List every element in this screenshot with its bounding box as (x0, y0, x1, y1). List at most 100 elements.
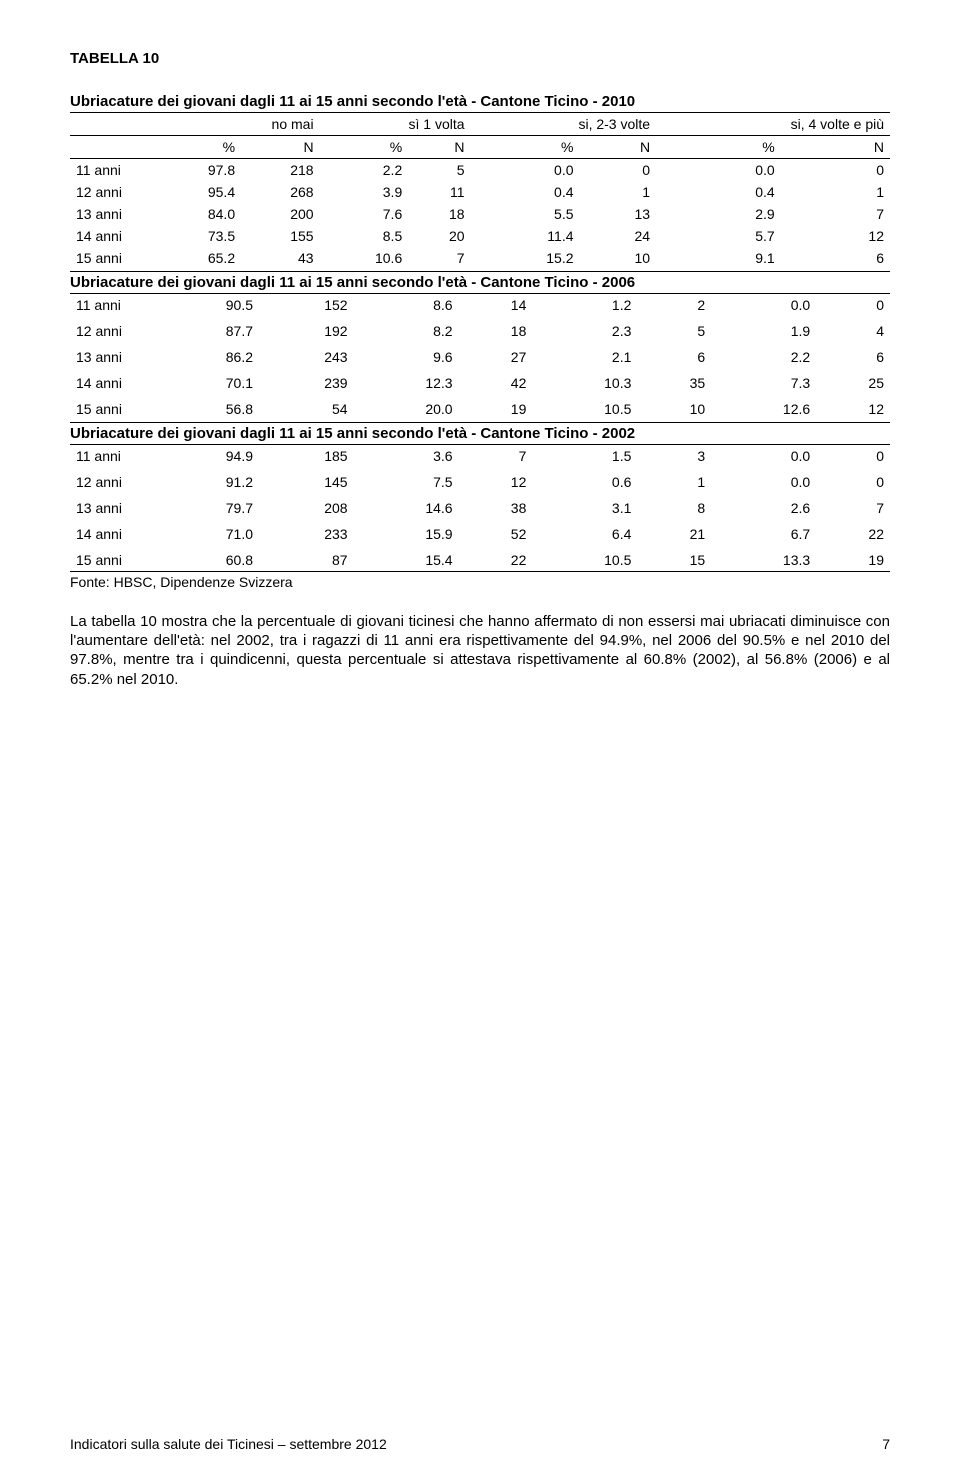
table-cell: 15.4 (354, 549, 459, 571)
table-cell: 0 (816, 471, 890, 493)
page-title: TABELLA 10 (70, 50, 890, 67)
table-cell: 7.5 (354, 471, 459, 493)
table-cell: 24 (580, 225, 657, 247)
table-cell: 2.6 (711, 497, 816, 519)
table-row: 13 anni84.02007.6185.5132.97 (70, 203, 890, 225)
table-cell: 73.5 (154, 225, 241, 247)
table-row: 12 anni95.42683.9110.410.41 (70, 181, 890, 203)
table-cell: 14 (459, 294, 533, 316)
table-cell: 2.9 (656, 203, 781, 225)
row-label: 15 anni (70, 549, 154, 571)
table-cell: 12.6 (711, 398, 816, 420)
table-cell: 0.6 (532, 471, 637, 493)
table-cell: 239 (259, 372, 354, 394)
table-cell: 19 (816, 549, 890, 571)
table-cell: 0.0 (656, 159, 781, 182)
table-cell: 1.9 (711, 320, 816, 342)
table-cell: 10 (580, 247, 657, 269)
col-header-si-1: sì 1 volta (320, 113, 471, 136)
table-cell: 38 (459, 497, 533, 519)
body-paragraph: La tabella 10 mostra che la percentuale … (70, 612, 890, 689)
table-cell: 5 (408, 159, 470, 182)
table-cell: 13 (580, 203, 657, 225)
row-label: 15 anni (70, 247, 154, 269)
table-cell: 12.3 (354, 372, 459, 394)
table-cell: 8.5 (320, 225, 409, 247)
table-cell: 94.9 (154, 445, 259, 467)
table-cell: 5.5 (471, 203, 580, 225)
table-cell: 7 (408, 247, 470, 269)
row-label: 13 anni (70, 203, 154, 225)
table-cell: 10.6 (320, 247, 409, 269)
row-label: 13 anni (70, 346, 154, 368)
table-row: 14 anni70.123912.34210.3357.325 (70, 372, 890, 394)
table-cell: 35 (637, 372, 711, 394)
row-label: 14 anni (70, 523, 154, 545)
table-cell: 6 (781, 247, 890, 269)
table-cell: 6.7 (711, 523, 816, 545)
table-row: 15 anni60.88715.42210.51513.319 (70, 549, 890, 571)
table-cell: 2 (637, 294, 711, 316)
footer-left: Indicatori sulla salute dei Ticinesi – s… (70, 1436, 387, 1452)
table-cell: 1 (781, 181, 890, 203)
table-cell: 3.1 (532, 497, 637, 519)
table-cell: 15 (637, 549, 711, 571)
table-cell: 185 (259, 445, 354, 467)
table-cell: 27 (459, 346, 533, 368)
table-row: 15 anni56.85420.01910.51012.612 (70, 398, 890, 420)
table-row: 15 anni65.24310.6715.2109.16 (70, 247, 890, 269)
data-table: 11 anni94.91853.671.530.0012 anni91.2145… (70, 445, 890, 571)
table-cell: 7 (816, 497, 890, 519)
table-row: 13 anni79.720814.6383.182.67 (70, 497, 890, 519)
table-cell: 6.4 (532, 523, 637, 545)
table-cell: 155 (241, 225, 319, 247)
table-cell: 10 (637, 398, 711, 420)
table-cell: 2.1 (532, 346, 637, 368)
source-line: Fonte: HBSC, Dipendenze Svizzera (70, 571, 890, 590)
table-cell: 7 (459, 445, 533, 467)
table-cell: 12 (816, 398, 890, 420)
table-cell: 0.4 (656, 181, 781, 203)
section-title-2002: Ubriacature dei giovani dagli 11 ai 15 a… (70, 422, 890, 445)
table-row: 11 anni90.51528.6141.220.00 (70, 294, 890, 316)
table-cell: 11 (408, 181, 470, 203)
table-cell: 10.5 (532, 398, 637, 420)
table-cell: 20.0 (354, 398, 459, 420)
table-cell: 3.9 (320, 181, 409, 203)
footer-page-number: 7 (882, 1436, 890, 1452)
table-cell: 15.2 (471, 247, 580, 269)
table-cell: 86.2 (154, 346, 259, 368)
table-cell: 0.0 (711, 445, 816, 467)
row-label: 11 anni (70, 294, 154, 316)
table-cell: 6 (816, 346, 890, 368)
table-cell: 0 (816, 294, 890, 316)
table-cell: 22 (459, 549, 533, 571)
table-cell: 243 (259, 346, 354, 368)
section-title-2010: Ubriacature dei giovani dagli 11 ai 15 a… (70, 93, 890, 113)
table-cell: 3.6 (354, 445, 459, 467)
table-cell: 21 (637, 523, 711, 545)
subcol: % (320, 136, 409, 159)
table-cell: 7.3 (711, 372, 816, 394)
table-cell: 8 (637, 497, 711, 519)
table-cell: 0 (580, 159, 657, 182)
table-cell: 200 (241, 203, 319, 225)
table-cell: 9.1 (656, 247, 781, 269)
table-header-row: no mai sì 1 volta si, 2-3 volte si, 4 vo… (70, 113, 890, 136)
row-label: 14 anni (70, 225, 154, 247)
table-cell: 52 (459, 523, 533, 545)
data-table: 11 anni90.51528.6141.220.0012 anni87.719… (70, 294, 890, 420)
table-cell: 0.0 (711, 294, 816, 316)
table-cell: 87.7 (154, 320, 259, 342)
table-cell: 97.8 (154, 159, 241, 182)
table-cell: 0.0 (471, 159, 580, 182)
table-cell: 1.5 (532, 445, 637, 467)
row-label: 12 anni (70, 181, 154, 203)
row-label: 13 anni (70, 497, 154, 519)
table-cell: 0 (781, 159, 890, 182)
table-cell: 14.6 (354, 497, 459, 519)
table-cell: 3 (637, 445, 711, 467)
col-header-si-23: si, 2-3 volte (471, 113, 657, 136)
table-cell: 10.3 (532, 372, 637, 394)
row-label: 11 anni (70, 445, 154, 467)
